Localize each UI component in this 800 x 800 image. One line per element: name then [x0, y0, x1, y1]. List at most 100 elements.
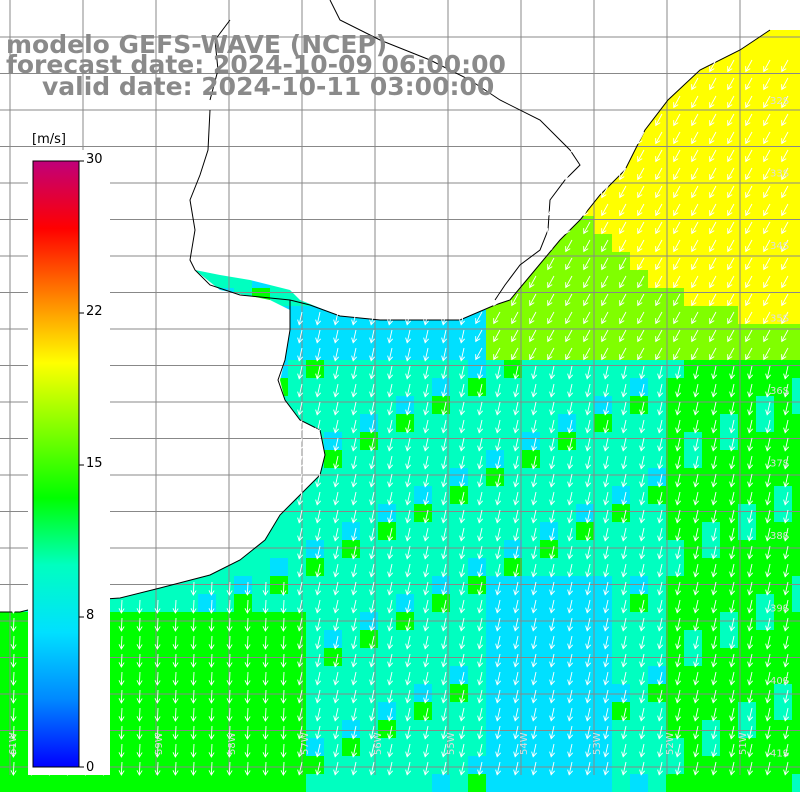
wind-arrow	[387, 545, 394, 560]
wind-cell	[468, 504, 486, 522]
wind-arrow	[727, 167, 735, 181]
wind-cell	[792, 738, 800, 756]
wind-arrow	[333, 743, 340, 758]
wind-cell	[792, 666, 800, 684]
wind-arrow	[315, 311, 322, 326]
wind-cell	[666, 666, 684, 684]
wind-cell	[288, 504, 306, 522]
wind-cell	[666, 342, 684, 360]
wind-cell	[468, 540, 486, 558]
wind-arrow	[693, 653, 700, 668]
wind-cell	[774, 162, 792, 180]
wind-cell	[720, 630, 738, 648]
wind-cell	[360, 558, 378, 576]
wind-cell	[702, 144, 720, 162]
wind-cell	[396, 468, 414, 486]
wind-arrow	[729, 563, 736, 578]
wind-cell	[684, 378, 702, 396]
wind-cell	[702, 666, 720, 684]
wind-arrow	[711, 761, 718, 776]
wind-cell	[324, 684, 342, 702]
wind-arrow	[655, 113, 663, 127]
wind-cell	[288, 702, 306, 720]
wind-arrow	[387, 743, 394, 758]
wind-arrow	[711, 635, 718, 650]
wind-arrow	[675, 455, 682, 470]
wind-cell	[648, 720, 666, 738]
wind-cell	[342, 684, 360, 702]
wind-arrow	[369, 707, 376, 722]
wind-cell	[324, 720, 342, 738]
wind-cell	[774, 738, 792, 756]
wind-cell	[720, 756, 738, 774]
wind-cell	[558, 396, 576, 414]
wind-arrow	[781, 329, 789, 343]
wind-arrow	[495, 383, 502, 398]
wind-cell	[684, 144, 702, 162]
wind-arrow	[405, 437, 412, 452]
wind-cell	[378, 504, 396, 522]
wind-cell	[702, 180, 720, 198]
wind-arrow	[387, 563, 394, 578]
wind-arrow	[423, 599, 430, 614]
wind-arrow	[387, 689, 394, 704]
wind-arrow	[565, 221, 573, 235]
wind-arrow	[637, 149, 645, 163]
wind-cell	[450, 594, 468, 612]
wind-arrow	[387, 365, 394, 380]
wind-cell	[630, 522, 648, 540]
wind-arrow	[711, 563, 718, 578]
wind-arrow	[657, 743, 664, 758]
wind-cell	[504, 666, 522, 684]
wind-arrow	[747, 545, 754, 560]
colorbar-tick-0: 0	[86, 760, 95, 775]
wind-arrow	[529, 239, 537, 253]
wind-arrow	[657, 473, 664, 488]
wind-cell	[756, 144, 774, 162]
wind-arrow	[765, 419, 772, 434]
wind-arrow	[675, 581, 682, 596]
wind-cell	[468, 378, 486, 396]
wind-cell	[342, 738, 360, 756]
wind-arrow	[709, 77, 717, 91]
wind-cell	[414, 504, 432, 522]
wind-arrow	[639, 635, 646, 650]
wind-cell	[126, 774, 144, 792]
wind-cell	[792, 180, 800, 198]
wind-cell	[630, 468, 648, 486]
wind-cell	[414, 378, 432, 396]
wind-cell	[342, 720, 360, 738]
wind-cell	[720, 684, 738, 702]
colorbar	[28, 150, 110, 775]
wind-arrow	[729, 365, 736, 380]
wind-cell	[630, 378, 648, 396]
wind-arrow	[745, 95, 753, 109]
wind-arrow	[315, 743, 322, 758]
wind-cell	[414, 414, 432, 432]
wind-cell	[594, 522, 612, 540]
wind-cell	[666, 198, 684, 216]
wind-cell	[756, 108, 774, 126]
wind-arrow	[621, 635, 628, 650]
wind-arrow	[637, 257, 645, 271]
wind-arrow	[783, 599, 790, 614]
wind-cell	[504, 684, 522, 702]
wind-cell	[522, 720, 540, 738]
wind-arrow	[297, 563, 304, 578]
wind-arrow	[531, 419, 538, 434]
wind-cell	[666, 180, 684, 198]
wind-cell	[792, 72, 800, 90]
wind-cell	[702, 306, 720, 324]
wind-arrow	[783, 725, 790, 740]
wind-arrow	[262, 725, 269, 740]
wind-cell	[594, 234, 612, 252]
wind-arrow	[549, 383, 556, 398]
wind-cell	[558, 756, 576, 774]
wind-arrow	[351, 509, 358, 524]
wind-cell	[792, 360, 800, 378]
wind-cell	[612, 450, 630, 468]
wind-cell	[558, 594, 576, 612]
wind-arrow	[441, 671, 448, 686]
wind-arrow	[531, 743, 538, 758]
wind-arrow	[673, 311, 681, 325]
